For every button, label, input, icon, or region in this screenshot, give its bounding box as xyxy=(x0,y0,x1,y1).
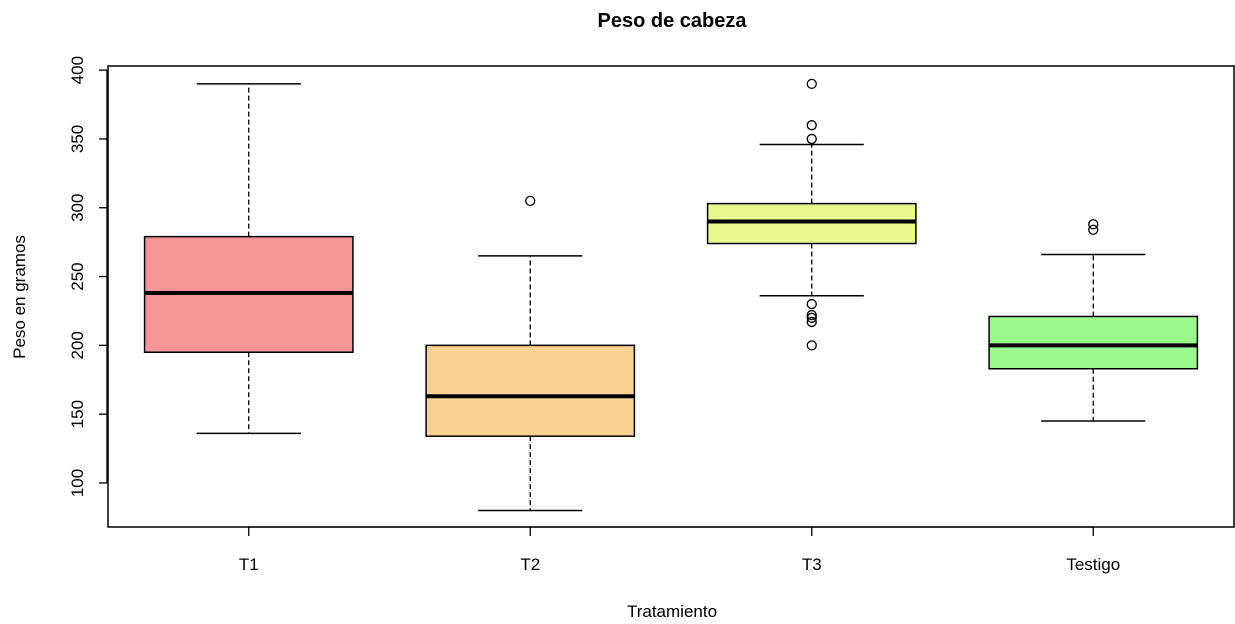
outlier-point xyxy=(806,340,817,351)
iqr-box xyxy=(706,202,917,245)
outlier-point xyxy=(806,78,817,90)
y-tick-label: 150 xyxy=(68,400,87,428)
x-tick-label: T2 xyxy=(520,555,540,574)
outlier-point xyxy=(1088,224,1099,235)
chart-title: Peso de cabeza xyxy=(598,10,748,32)
outlier-point xyxy=(806,298,817,310)
y-tick-label: 250 xyxy=(68,262,87,290)
box-group xyxy=(143,78,1199,512)
x-tick-label: T1 xyxy=(239,555,259,574)
y-axis: 100 150 200 250 300 350 400 xyxy=(68,56,108,497)
iqr-box xyxy=(988,315,1199,370)
iqr-box xyxy=(425,344,636,437)
outlier-point xyxy=(806,312,817,323)
outlier-point xyxy=(806,120,817,131)
outlier-point xyxy=(806,309,817,321)
outlier-point xyxy=(806,133,817,145)
x-tick-label: Testigo xyxy=(1066,555,1120,574)
y-tick-label: 100 xyxy=(68,469,87,497)
y-axis-label: Peso en gramos xyxy=(10,235,29,359)
y-tick-label: 300 xyxy=(68,194,87,222)
box-t3 xyxy=(706,78,917,351)
x-axis-label: Tratamiento xyxy=(627,602,717,621)
box-t1 xyxy=(143,83,354,435)
outlier-point xyxy=(1088,219,1099,230)
box-testigo xyxy=(988,219,1199,422)
box-t2 xyxy=(425,195,636,512)
x-tick-label: T3 xyxy=(802,555,822,574)
x-axis: T1 T2 T3 Testigo xyxy=(239,526,1120,574)
outlier-point xyxy=(525,195,536,207)
outlier-point xyxy=(806,316,817,328)
y-tick-label: 400 xyxy=(68,56,87,84)
y-tick-label: 350 xyxy=(68,125,87,153)
y-tick-label: 200 xyxy=(68,331,87,359)
